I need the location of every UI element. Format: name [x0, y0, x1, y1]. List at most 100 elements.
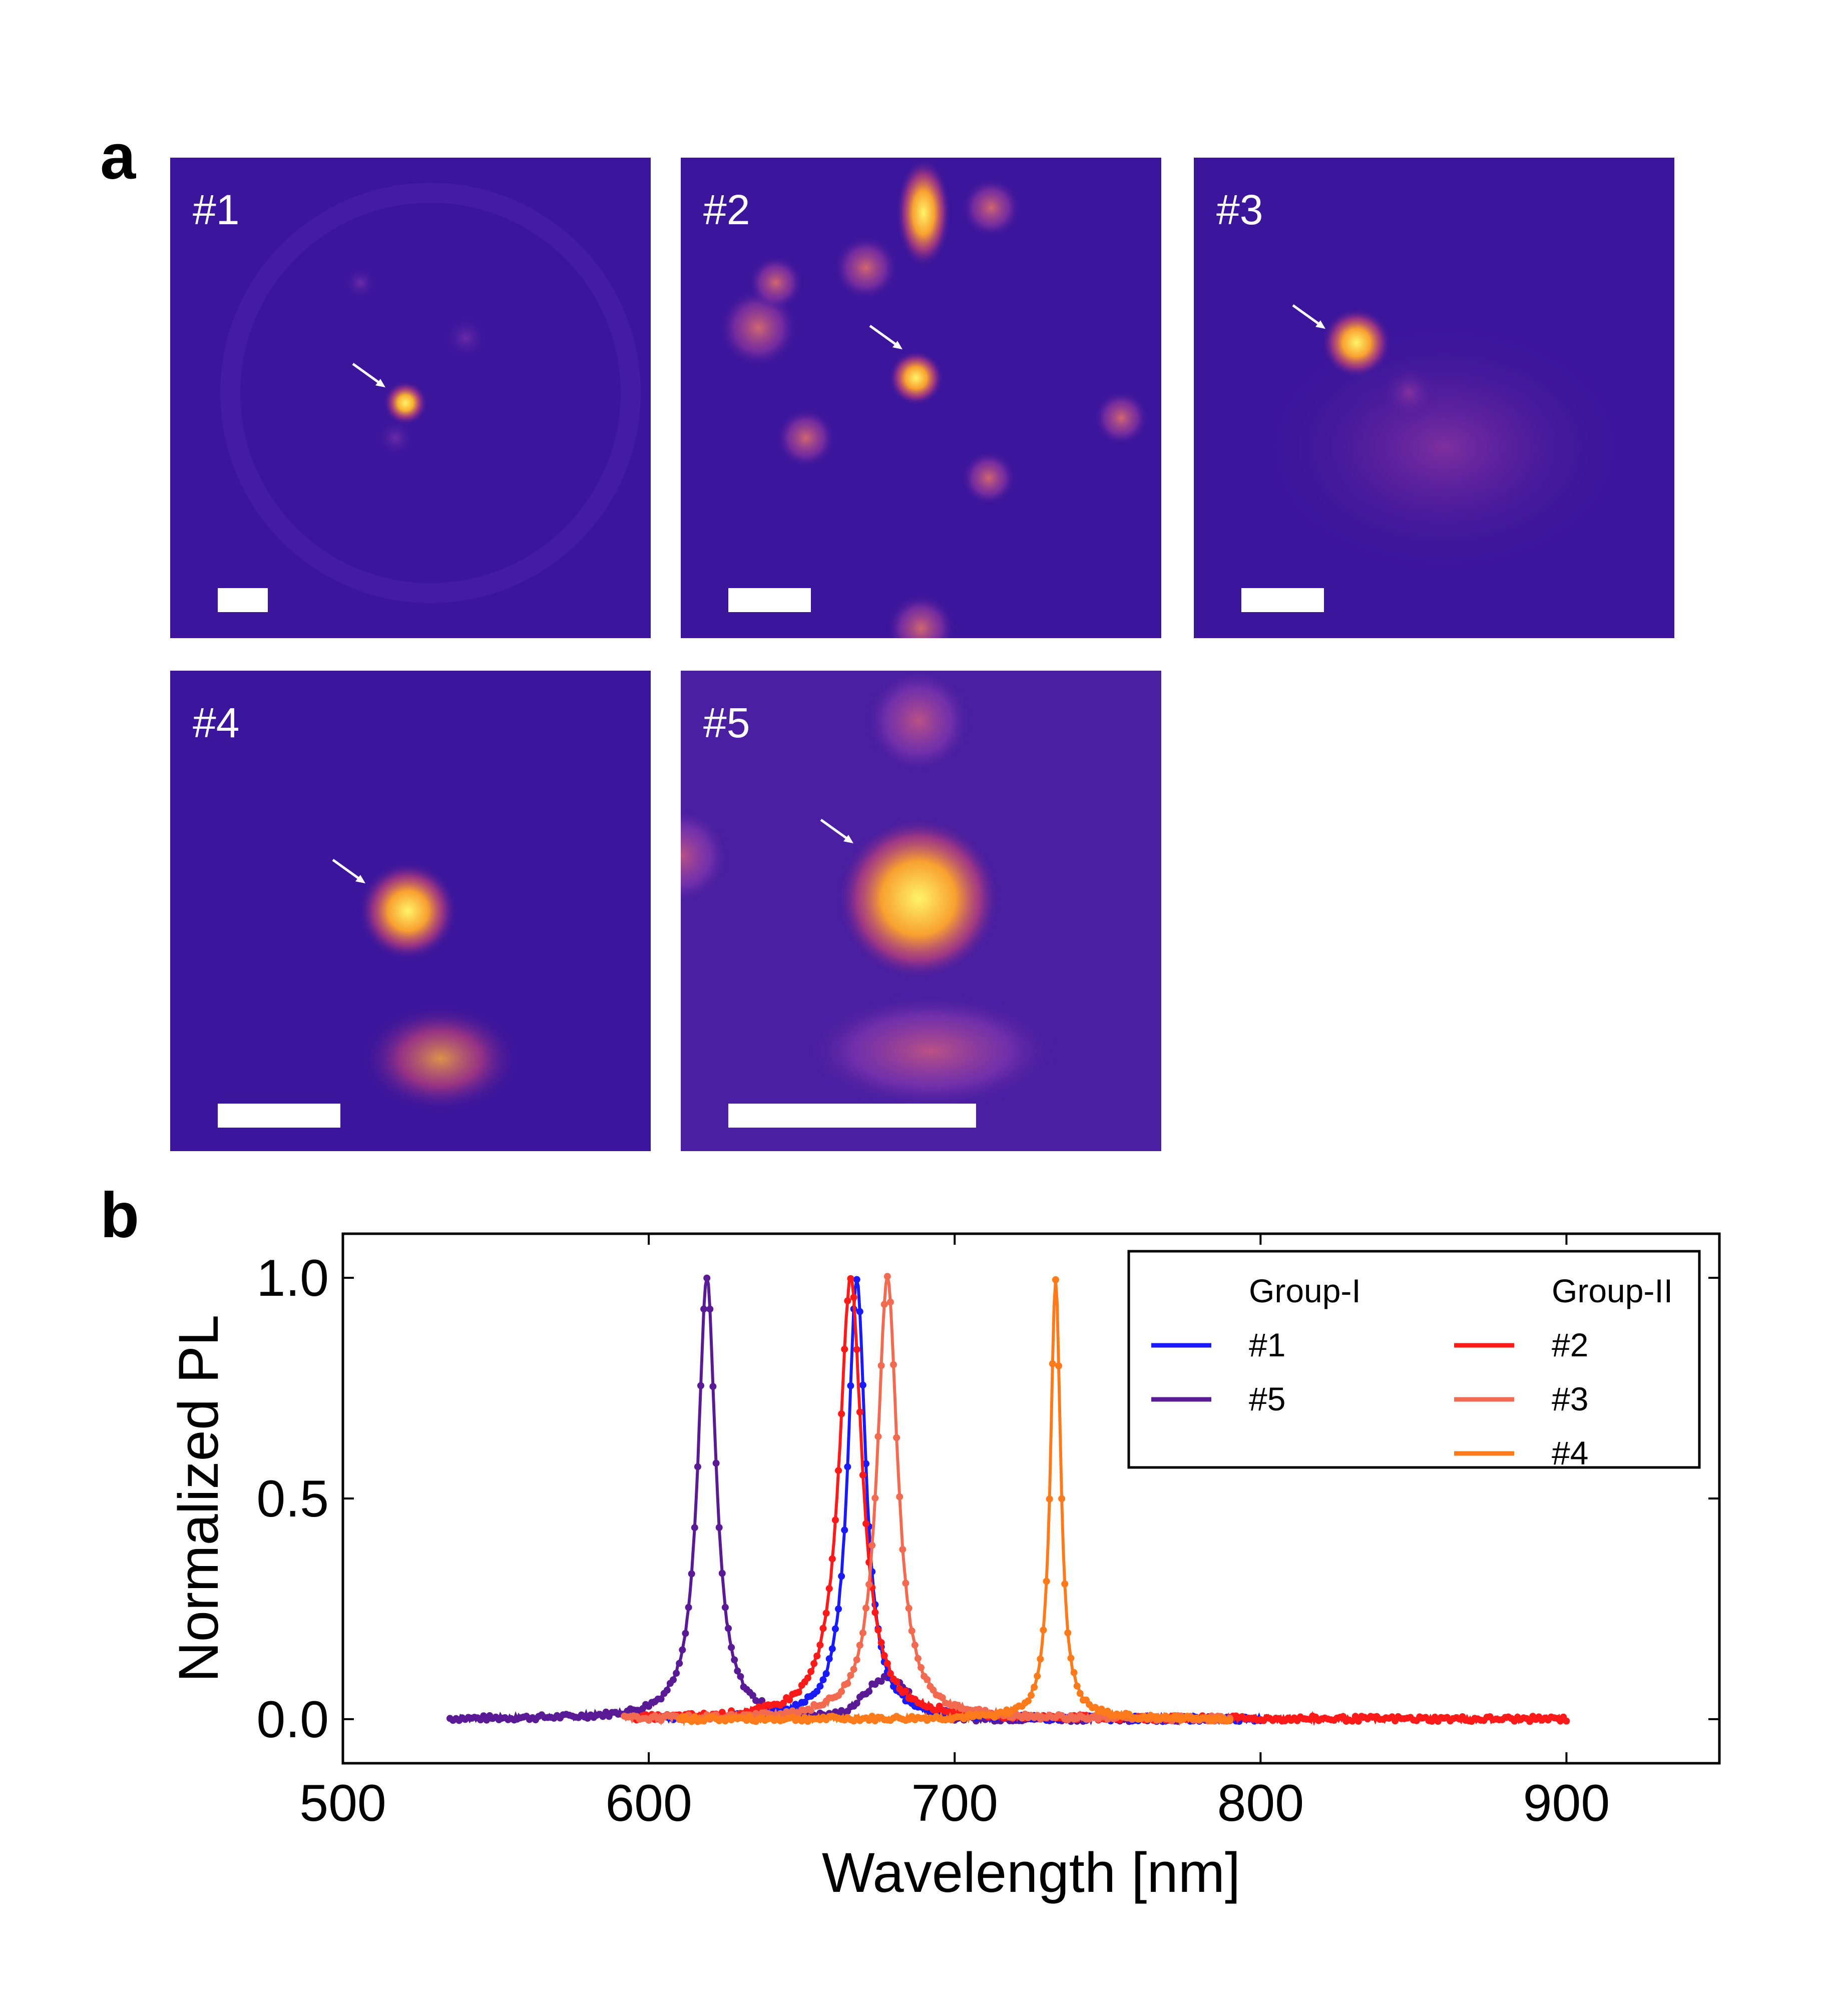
data-point	[697, 1382, 704, 1389]
data-point	[676, 1660, 683, 1667]
data-point	[924, 1676, 931, 1683]
data-point	[1061, 1580, 1069, 1588]
data-point	[670, 1676, 677, 1684]
data-point	[853, 1346, 860, 1353]
x-axis-label: Wavelength [nm]	[822, 1841, 1240, 1904]
data-point	[1526, 1718, 1534, 1725]
data-point	[880, 1301, 888, 1308]
data-point	[822, 1610, 830, 1617]
arrow-icon	[869, 324, 902, 349]
image-label-4: #4	[193, 699, 240, 746]
data-point	[868, 1542, 876, 1549]
data-point	[679, 1646, 686, 1654]
data-point	[825, 1585, 833, 1592]
data-point	[847, 1275, 854, 1282]
pl-image-5-canvas	[681, 671, 1161, 1151]
data-point	[893, 1678, 900, 1685]
data-point	[859, 1471, 866, 1479]
data-point	[838, 1410, 845, 1417]
data-point	[883, 1660, 891, 1667]
data-point	[822, 1670, 830, 1677]
data-point	[663, 1687, 671, 1694]
data-point	[844, 1297, 851, 1305]
data-point	[844, 1463, 851, 1470]
data-point	[1049, 1360, 1056, 1367]
data-point	[816, 1683, 824, 1690]
legend-group-title: Group-II	[1552, 1272, 1673, 1309]
data-point	[780, 1699, 787, 1707]
data-point	[1058, 1495, 1066, 1502]
data-point	[813, 1688, 821, 1695]
data-point	[715, 1524, 723, 1531]
data-point	[1037, 1655, 1044, 1663]
data-point	[902, 1580, 909, 1587]
data-point	[835, 1467, 842, 1474]
data-point	[911, 1641, 919, 1649]
image-label-5: #5	[703, 699, 750, 746]
data-point	[1226, 1716, 1234, 1724]
data-point	[862, 1605, 869, 1612]
pl-image-1-canvas	[220, 183, 641, 603]
data-point	[728, 1644, 735, 1651]
data-point	[688, 1570, 695, 1578]
data-point	[816, 1641, 824, 1649]
panel-b-label: b	[100, 1180, 140, 1251]
data-point	[896, 1493, 903, 1500]
image-label-3: #3	[1216, 186, 1263, 233]
data-point	[838, 1573, 845, 1580]
data-point	[819, 1676, 827, 1684]
data-point	[880, 1652, 888, 1659]
arrow-icon	[352, 362, 385, 387]
data-point	[828, 1645, 836, 1653]
data-point	[831, 1625, 839, 1633]
legend-entry-label: #1	[1249, 1326, 1285, 1363]
series-4	[676, 1276, 1234, 1727]
data-point	[807, 1707, 814, 1714]
data-point	[828, 1555, 836, 1563]
data-point	[801, 1699, 808, 1706]
data-point	[847, 1382, 854, 1389]
data-point	[853, 1700, 860, 1707]
data-point	[905, 1605, 913, 1612]
legend-entry-label: #3	[1552, 1380, 1588, 1417]
y-tick-label: 0.0	[256, 1691, 329, 1749]
data-point	[682, 1630, 689, 1637]
data-point	[810, 1660, 818, 1667]
data-point	[871, 1609, 879, 1616]
arrow-icon	[1292, 304, 1325, 329]
image-label-1: #1	[193, 186, 240, 233]
scale-bar	[728, 588, 811, 612]
data-point	[841, 1527, 848, 1534]
axis-ticks: 500 600 700 800 900 0.0 0.5 1.0	[256, 1234, 1719, 1832]
data-point	[694, 1463, 701, 1470]
data-point	[831, 1517, 839, 1524]
data-point	[795, 1689, 802, 1696]
data-point	[721, 1604, 729, 1611]
data-point	[1070, 1669, 1078, 1676]
pl-image-4: #4	[170, 671, 651, 1151]
pl-image-5: #5	[681, 671, 1161, 1151]
data-point	[918, 1664, 925, 1671]
scale-bar	[218, 1104, 340, 1128]
data-point	[877, 1362, 885, 1369]
data-point	[685, 1604, 692, 1611]
data-point	[899, 1546, 906, 1553]
data-point	[841, 1345, 848, 1353]
data-point	[673, 1670, 680, 1677]
scale-bar	[218, 588, 268, 612]
pl-image-2: #2	[681, 158, 1161, 638]
data-point	[1052, 1276, 1059, 1283]
data-point	[1064, 1629, 1072, 1637]
data-point	[700, 1305, 708, 1313]
data-point	[838, 1688, 845, 1695]
data-point	[819, 1625, 827, 1632]
scale-bar	[728, 1104, 976, 1128]
y-tick-label: 0.5	[256, 1470, 329, 1528]
data-point	[786, 1696, 793, 1704]
data-point	[1563, 1717, 1570, 1725]
data-point	[712, 1459, 720, 1467]
arrow-icon	[820, 818, 853, 843]
legend-entry-label: #4	[1552, 1434, 1588, 1471]
data-point	[737, 1673, 744, 1680]
data-point	[1073, 1682, 1081, 1690]
